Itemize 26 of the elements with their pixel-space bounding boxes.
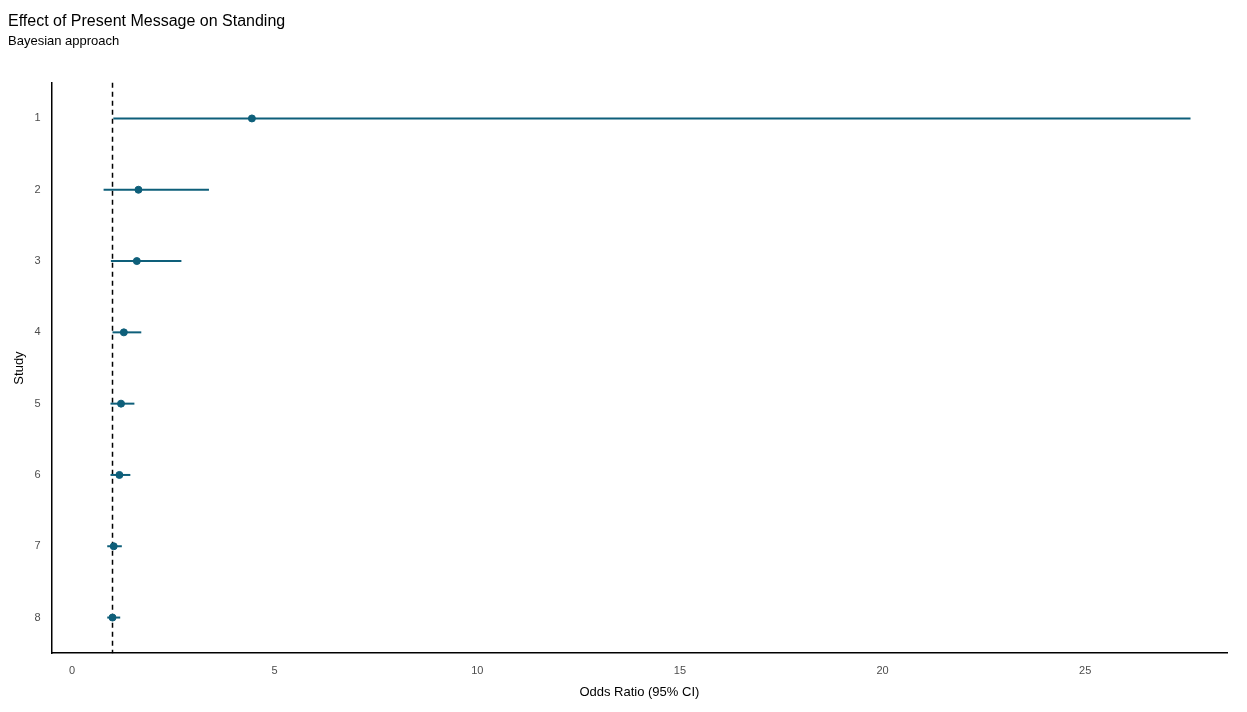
x-tick-label: 0 <box>68 663 76 676</box>
y-tick-label: 3 <box>34 254 41 267</box>
point <box>115 470 124 479</box>
point <box>109 542 118 551</box>
point <box>134 185 143 194</box>
y-tick-label: 1 <box>34 111 41 124</box>
y-tick-label: 6 <box>34 467 41 480</box>
y-tick-label: 4 <box>34 325 41 338</box>
y-tick-label: 2 <box>34 182 41 195</box>
point <box>132 257 141 266</box>
point <box>117 399 126 408</box>
point <box>108 613 117 622</box>
y-tick-label: 7 <box>34 539 41 552</box>
chart-subtitle: Bayesian approach <box>8 32 120 48</box>
x-tick-label: 5 <box>271 663 278 676</box>
y-axis-title: Study <box>11 350 27 385</box>
chart-title: Effect of Present Message on Standing <box>8 12 286 30</box>
x-tick-label: 15 <box>673 663 687 676</box>
x-tick-label: 10 <box>471 663 484 676</box>
point <box>247 114 256 123</box>
y-tick-label: 8 <box>34 610 41 623</box>
x-tick-label: 25 <box>1079 663 1092 676</box>
point <box>119 328 128 337</box>
y-tick-label: 5 <box>34 396 41 409</box>
x-axis-title: Odds Ratio (95% CI) <box>579 683 700 699</box>
x-tick-label: 20 <box>876 663 889 676</box>
